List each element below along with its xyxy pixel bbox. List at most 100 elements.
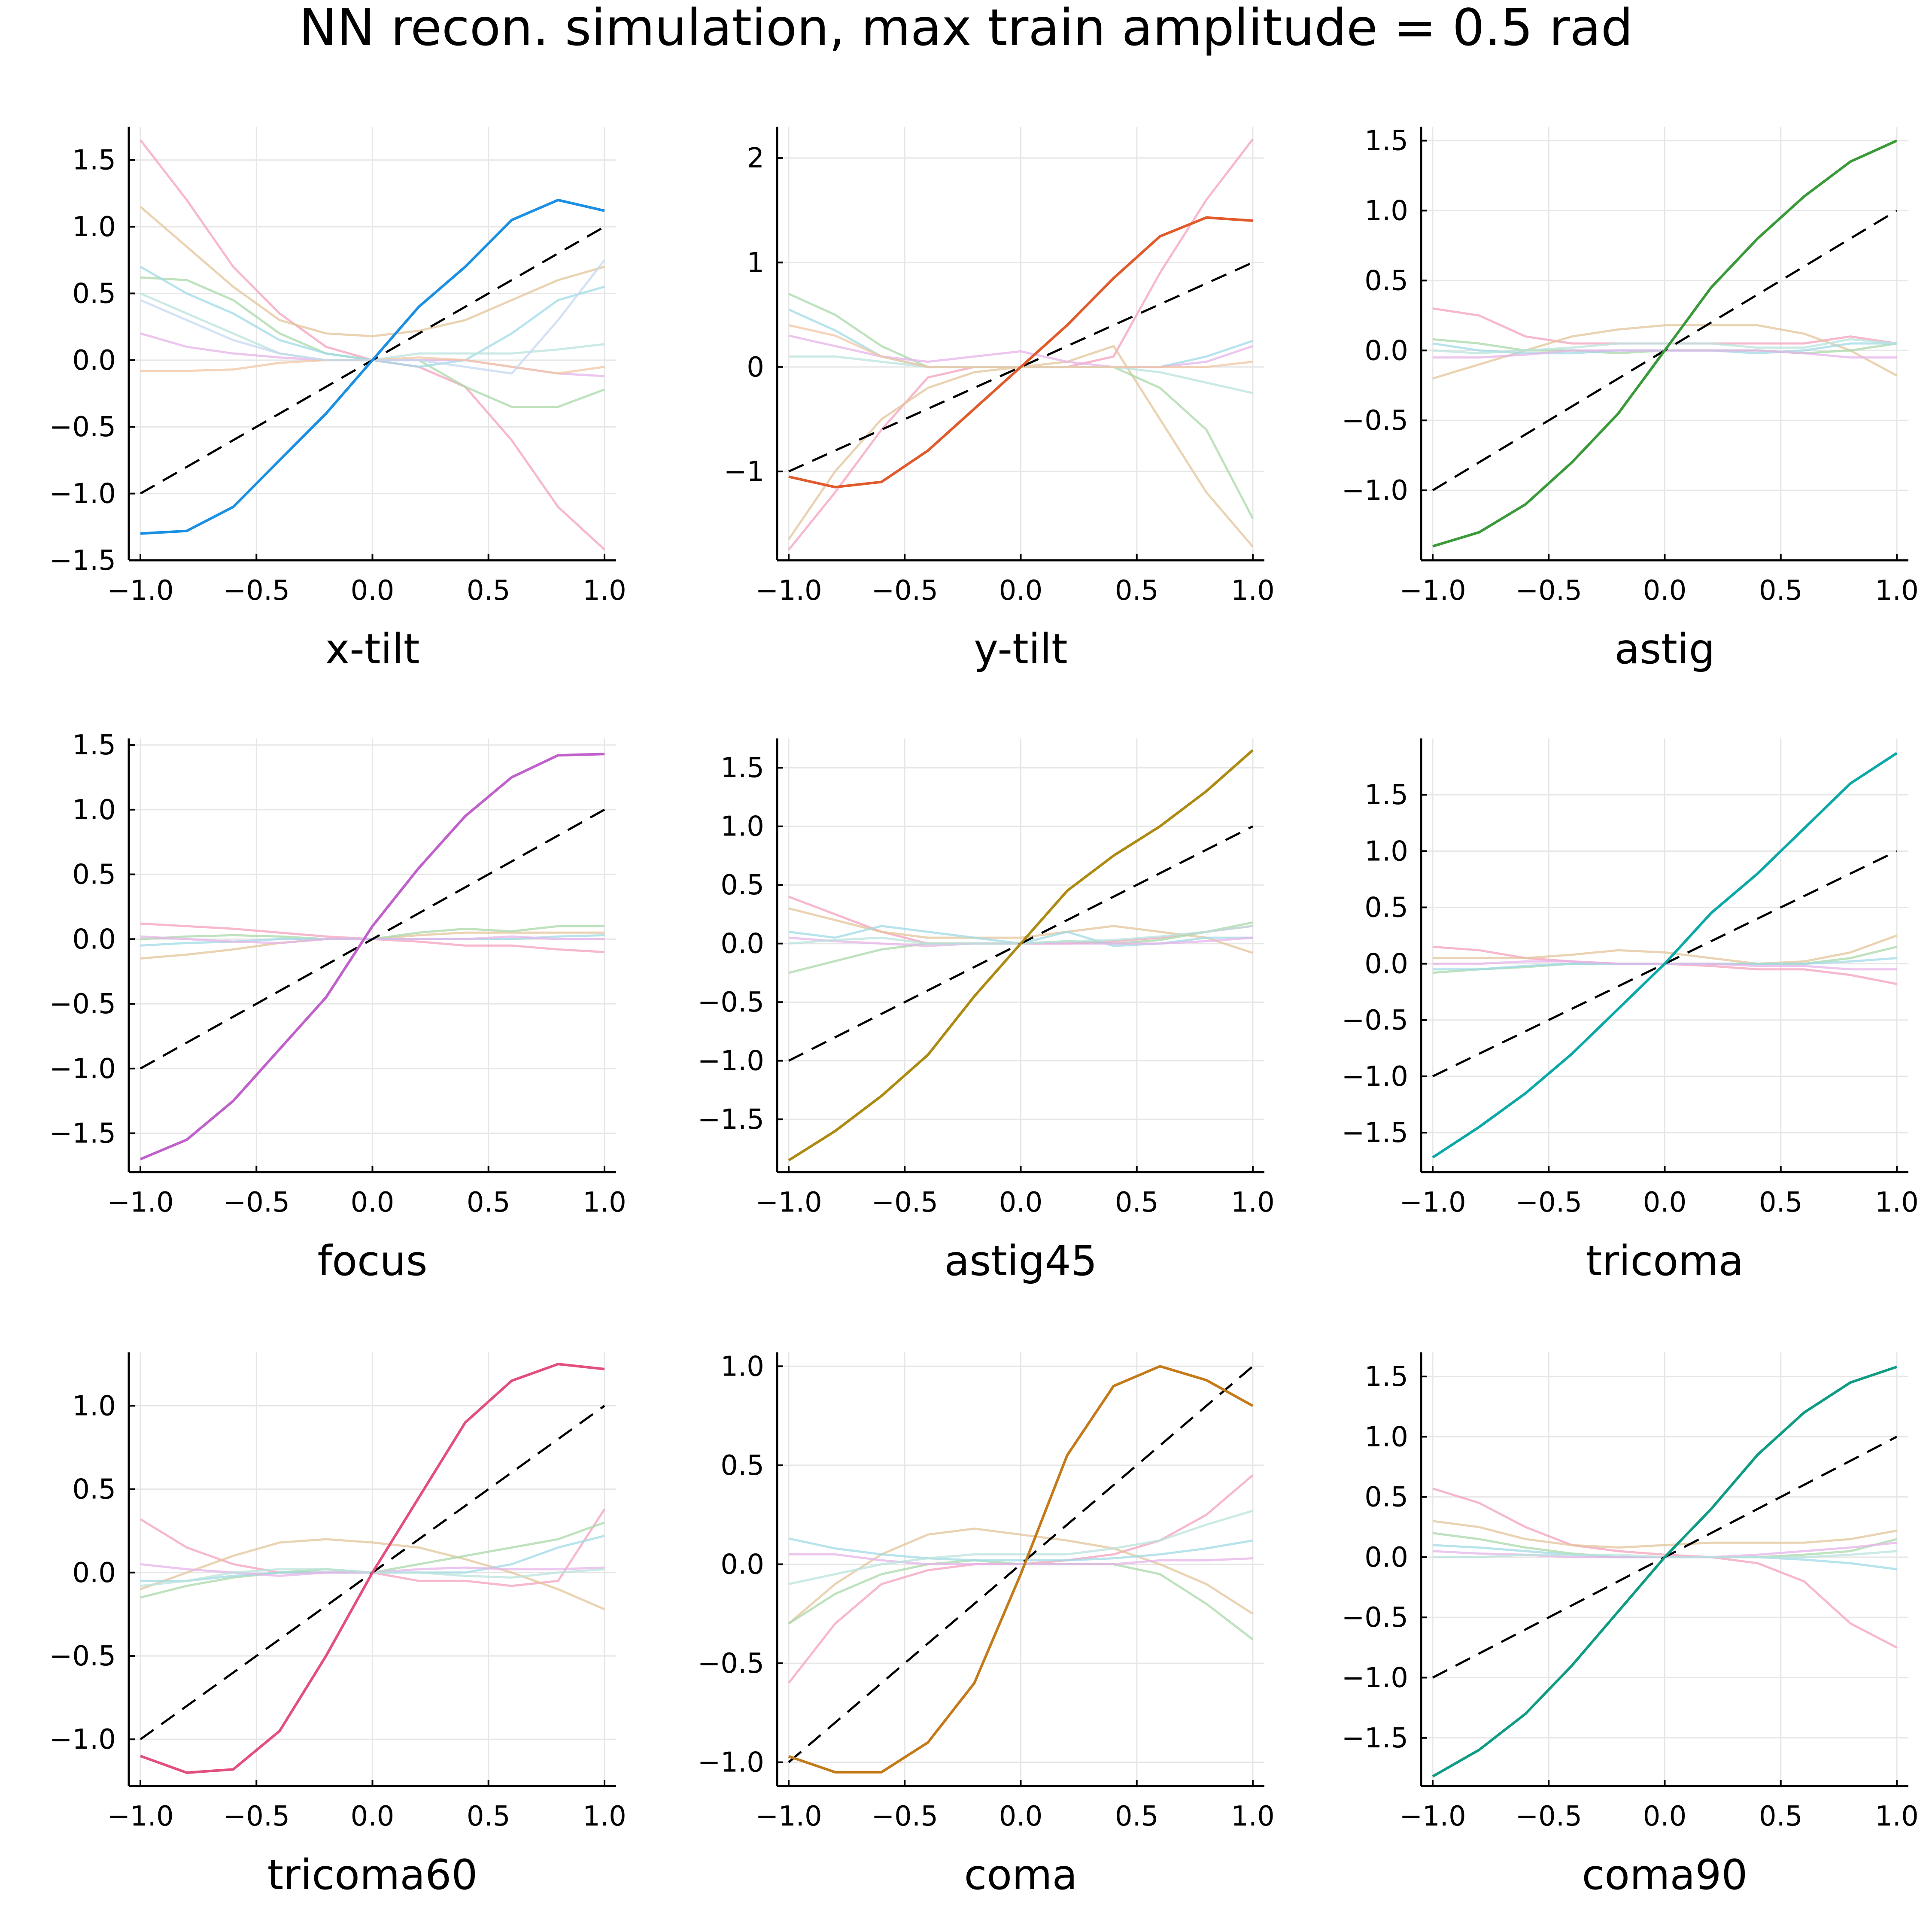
x-tick-label: 1.0 [1231,575,1275,607]
x-tick-label: 0.0 [351,575,395,607]
y-tick-label: −1.0 [1342,1061,1408,1093]
y-tick-label: 1.0 [72,1390,116,1422]
y-tick-label: 0.5 [72,1474,116,1506]
x-tick-label: 0.5 [467,1187,510,1218]
y-tick-label: −1 [724,456,764,488]
x-tick-label: 0.5 [1115,575,1159,607]
y-tick-label: −1.5 [49,1118,116,1150]
subplot-tricoma60: −1.0 −0.5 0.0 0.5 1.0 −1.0 −0.5 0.0 0.5 1.0 tricom… [49,1352,626,1899]
y-tick-label: 0.0 [1364,1542,1408,1574]
y-tick-label: 0.0 [1364,948,1408,980]
x-tick-label: −1.0 [107,1801,173,1832]
main-series-line [788,749,1254,1162]
subplot-y-tilt: −1.0 −0.5 0.0 0.5 1.0 −1 0 1 2 y-tilt [724,127,1275,673]
reference-dashed-line [140,808,605,1069]
y-tick-label: −1.5 [698,1104,764,1136]
y-tick-label: 1.0 [720,1351,764,1382]
x-tick-label: −0.5 [1516,1801,1582,1832]
faint-series-line [1432,1487,1898,1649]
faint-series-line [788,1537,1253,1561]
main-series-line [140,1363,605,1774]
y-tick-label: 0.5 [1364,1482,1408,1513]
y-tick-label: 1.0 [1364,835,1408,867]
plot-area [140,139,605,550]
subplot-tricoma: −1.0 −0.5 0.0 0.5 1.0 −1.5 −1.0 −0.5 0.0 0.5 1.0 1.… [1342,738,1919,1285]
y-tick-label: −0.5 [1342,1005,1408,1036]
x-axis-label: tricoma [1586,1237,1744,1285]
faint-series-line [788,1510,1253,1586]
x-tick-label: 0.0 [999,1187,1043,1218]
main-series-line [1432,752,1898,1159]
x-tick-label: −1.0 [1399,1187,1466,1218]
reference-dashed-line [788,261,1254,473]
faint-series-line [788,1527,1254,1625]
x-axis-label: tricoma60 [267,1851,478,1899]
plot-area [787,138,1254,551]
x-tick-label: 0.0 [1643,1187,1687,1218]
x-tick-label: −1.0 [755,1187,822,1218]
faint-series-line [788,907,1253,954]
y-tick-label: −0.5 [698,1648,764,1680]
y-tick-label: 0.0 [72,923,116,955]
y-tick-label: 0.5 [720,869,764,901]
x-tick-label: 1.0 [1231,1187,1275,1218]
y-tick-label: 0.5 [720,1450,764,1482]
y-tick-label: 1.0 [1364,1421,1408,1453]
x-tick-label: 0.0 [999,1801,1043,1832]
x-tick-label: 1.0 [1875,1801,1919,1832]
x-tick-label: 0.5 [467,575,510,607]
x-tick-label: −0.5 [872,1187,938,1218]
main-series-line [140,753,605,1160]
y-tick-label: 0.5 [1364,892,1408,924]
plot-area [788,749,1254,1162]
y-tick-label: 0 [747,352,764,383]
y-tick-label: −1.0 [698,1045,764,1077]
y-tick-label: 2 [747,143,764,174]
y-tick-label: −1.0 [49,1053,116,1085]
x-tick-label: 0.5 [467,1801,510,1832]
x-tick-label: −1.0 [755,575,822,607]
faint-series-line [1433,934,1897,965]
x-tick-label: −1.0 [755,1801,822,1832]
y-tick-label: 1.5 [72,145,116,176]
subplot-coma90: −1.0 −0.5 0.0 0.5 1.0 −1.5 −1.0 −0.5 0.0 0.5 1.0 1.… [1342,1352,1919,1899]
y-tick-label: 1.5 [72,729,116,761]
faint-series-line [1432,338,1897,355]
x-tick-label: −1.0 [1399,1801,1466,1832]
y-tick-label: 1.0 [72,794,116,826]
y-tick-label: 1.5 [1364,125,1408,157]
y-tick-label: −1.0 [49,1724,116,1756]
main-series-line [1432,1365,1897,1778]
y-tick-label: 0.5 [1364,265,1408,297]
faint-series-line [789,1553,1253,1565]
x-tick-label: 0.0 [999,575,1043,607]
x-tick-label: −0.5 [1516,1187,1582,1218]
y-tick-label: −1.0 [49,478,116,510]
x-tick-label: −1.0 [107,1187,173,1218]
x-tick-label: 0.5 [1115,1187,1159,1218]
y-tick-label: −1.0 [698,1747,764,1779]
x-tick-label: 1.0 [583,575,626,607]
subplot-coma: −1.0 −0.5 0.0 0.5 1.0 −1.0 −0.5 0.0 0.5 1.0 coma [698,1351,1275,1899]
y-tick-label: −0.5 [49,1640,116,1672]
x-tick-label: 0.0 [351,1801,395,1832]
faint-series-line [788,334,1253,368]
y-tick-label: −0.5 [49,988,116,1020]
x-tick-label: −0.5 [223,1801,290,1832]
y-tick-label: −0.5 [1342,405,1408,437]
y-tick-label: −0.5 [1342,1602,1408,1634]
subplot-grid: −1.0 −0.5 0.0 0.5 1.0 −1.5 −1.0 −0.5 0.0 0.5 1.0 1.… [49,125,1919,1899]
y-tick-label: 1.0 [720,811,764,843]
y-tick-label: −1.5 [1342,1117,1408,1149]
x-tick-label: −1.0 [107,575,173,607]
y-tick-label: 1.5 [1364,1361,1408,1393]
x-tick-label: −0.5 [223,1187,290,1218]
y-tick-label: 0.0 [72,1557,116,1589]
y-tick-label: 0.0 [72,345,116,377]
y-tick-label: 1.0 [1364,195,1408,227]
main-series-line [788,1365,1254,1774]
plot-area [140,753,605,1160]
x-tick-label: 0.5 [1759,1187,1803,1218]
subplot-astig: −1.0 −0.5 0.0 0.5 1.0 −1.0 −0.5 0.0 0.5 1.0 1.5 ast… [1342,125,1919,673]
y-tick-label: 1 [747,247,764,279]
